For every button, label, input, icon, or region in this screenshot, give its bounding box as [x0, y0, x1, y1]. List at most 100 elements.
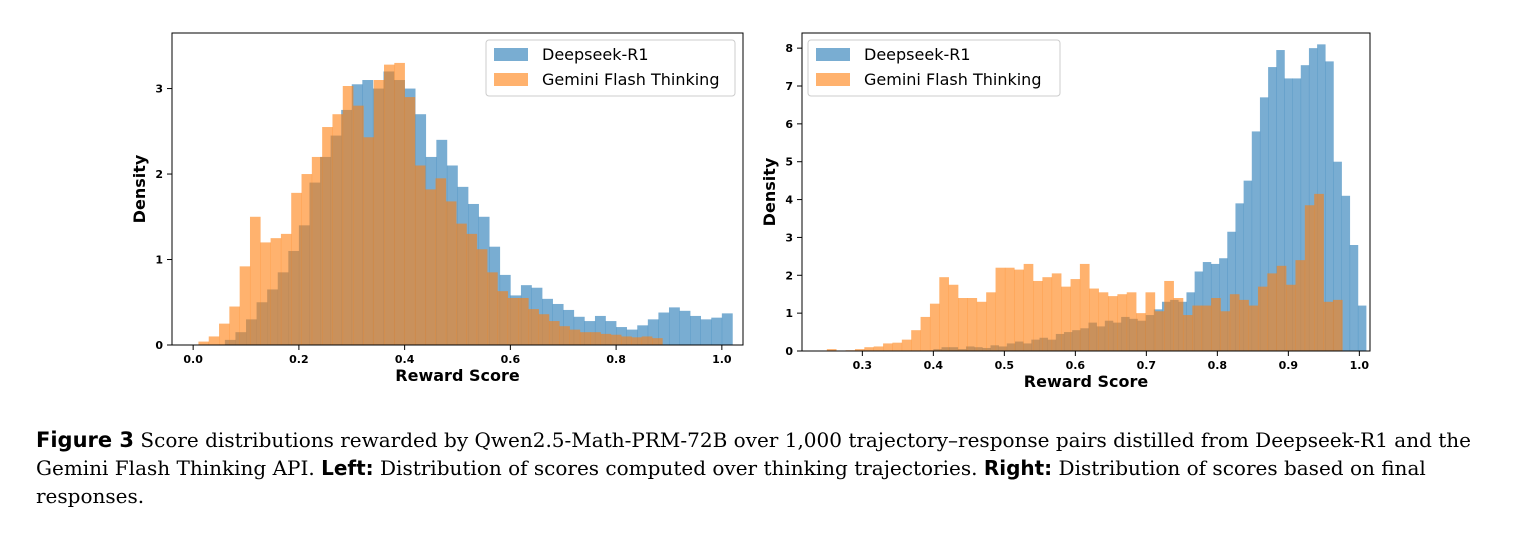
caption-text-3: Distribution of scores based on final re…	[36, 456, 1426, 508]
right-x-tick-label: 0.3	[853, 359, 873, 372]
left-bar-deepseek	[605, 321, 617, 345]
left-bar-deepseek	[679, 310, 691, 345]
left-bar-gemini	[569, 329, 581, 345]
left-bar-gemini	[631, 337, 643, 345]
right-bar-gemini	[873, 346, 884, 351]
left-legend-label-gemini: Gemini Flash Thinking	[542, 70, 719, 89]
left-bar-gemini	[590, 332, 601, 345]
left-x-axis-label: Reward Score	[395, 366, 520, 385]
right-bar-gemini	[1004, 267, 1015, 351]
right-legend-label-deepseek: Deepseek-R1	[864, 45, 971, 64]
right-y-tick-label: 2	[785, 269, 793, 282]
left-bar-gemini	[518, 297, 529, 345]
right-y-tick-label: 7	[785, 80, 793, 93]
left-bar-deepseek	[711, 317, 723, 345]
right-x-tick-label: 0.9	[1279, 359, 1299, 372]
left-bar-gemini	[249, 216, 261, 345]
left-bar-deepseek	[700, 319, 712, 345]
left-x-tick-label: 0.6	[501, 353, 521, 366]
right-bar-gemini	[1014, 269, 1024, 351]
right-y-tick-label: 5	[785, 156, 793, 169]
left-bar-gemini	[239, 266, 251, 345]
left-bar-gemini	[466, 233, 478, 345]
right-bar-gemini	[1192, 305, 1203, 351]
right-bar-deepseek	[1292, 78, 1302, 352]
left-y-tick-label: 2	[155, 168, 163, 181]
right-x-ticks: 0.3 0.4 0.5 0.6 0.7 0.8 0.9 1.0	[853, 351, 1370, 372]
right-bar-gemini	[929, 303, 940, 351]
caption-figure-label: Figure 3	[36, 428, 135, 452]
left-bar-gemini	[208, 336, 220, 345]
left-bar-deepseek	[690, 315, 701, 345]
right-bar-deepseek	[1357, 305, 1367, 351]
right-bar-gemini	[1201, 305, 1212, 351]
left-x-tick-label: 0.0	[183, 353, 203, 366]
right-bar-gemini	[1033, 280, 1043, 351]
right-bar-gemini	[1248, 305, 1259, 351]
left-bar-gemini	[270, 238, 282, 345]
left-bar-gemini	[507, 297, 519, 345]
right-bar-gemini	[1154, 311, 1165, 351]
right-bar-deepseek	[1219, 258, 1228, 351]
left-bar-deepseek	[668, 307, 680, 345]
right-bar-gemini	[1126, 292, 1137, 351]
right-plot-frame	[801, 32, 1371, 352]
right-bar-gemini	[1276, 265, 1287, 351]
right-bar-gemini	[1229, 294, 1240, 351]
left-x-tick-label: 0.8	[606, 353, 626, 366]
left-x-tick-label: 0.2	[289, 353, 309, 366]
right-bar-gemini	[1136, 313, 1146, 351]
right-bar-gemini	[911, 330, 921, 351]
left-bar-deepseek	[594, 315, 606, 345]
left-bar-gemini	[641, 336, 653, 345]
left-bar-gemini	[621, 336, 632, 345]
left-bar-gemini	[425, 189, 436, 345]
left-y-ticks: 0 1 2 3	[155, 83, 172, 352]
right-bar-gemini	[1070, 279, 1081, 351]
right-histogram: 0.3 0.4 0.5 0.6 0.7 0.8 0.9 1.0 0 1 2 3 4 5 6 7 8 Rewar…	[760, 32, 1371, 391]
left-y-tick-label: 3	[155, 83, 163, 96]
figure: 0.0 0.2 0.4 0.6 0.8 1.0 0 1 2 3 Reward Score Den…	[130, 32, 1371, 391]
left-bar-gemini	[435, 178, 447, 345]
left-y-tick-label: 1	[155, 254, 163, 267]
left-legend-swatch-deepseek	[494, 48, 528, 61]
right-bar-gemini	[864, 347, 875, 351]
left-legend-box	[485, 39, 736, 97]
right-bar-gemini	[901, 339, 912, 351]
right-bar-gemini	[920, 316, 931, 351]
caption-text-1: Score distributions rewarded by Qwen2.5-…	[36, 428, 1472, 480]
left-bar-gemini	[538, 314, 550, 345]
right-bar-gemini	[892, 342, 903, 351]
left-histogram: 0.0 0.2 0.4 0.6 0.8 1.0 0 1 2 3 Reward Score Den…	[130, 32, 744, 385]
right-bar-deepseek	[1235, 203, 1244, 351]
right-bar-gemini	[1042, 277, 1053, 351]
right-bar-gemini	[883, 343, 893, 351]
figure-caption: Figure 3 Score distributions rewarded by…	[36, 426, 1486, 510]
left-bar-gemini	[311, 156, 323, 345]
right-legend: Deepseek-R1 Gemini Flash Thinking	[807, 39, 1061, 97]
right-y-tick-label: 3	[785, 231, 793, 244]
right-bar-gemini	[1267, 273, 1277, 351]
right-bar-deepseek	[1349, 245, 1359, 351]
right-x-tick-label: 0.7	[1137, 359, 1157, 372]
right-bar-deepseek	[1268, 67, 1277, 351]
right-bar-gemini	[1257, 286, 1268, 351]
right-bar-gemini	[1182, 315, 1193, 351]
right-bar-gemini	[1295, 260, 1306, 351]
right-bar-gemini	[854, 349, 865, 351]
right-bar-gemini	[995, 267, 1006, 351]
right-bar-gemini	[986, 292, 996, 351]
right-y-tick-label: 0	[785, 345, 793, 358]
left-bar-gemini	[600, 333, 612, 345]
right-x-tick-label: 1.0	[1350, 359, 1370, 372]
right-bar-gemini	[1079, 263, 1090, 351]
left-bar-gemini	[322, 127, 333, 345]
right-legend-swatch-deepseek	[816, 48, 850, 61]
right-bar-deepseek	[1341, 195, 1351, 351]
left-bar-gemini	[610, 334, 622, 345]
left-bar-gemini	[394, 62, 405, 346]
left-bar-gemini	[219, 323, 230, 345]
left-legend-label-deepseek: Deepseek-R1	[542, 45, 649, 64]
left-bar-gemini	[497, 291, 509, 345]
left-bar-deepseek	[616, 327, 627, 345]
